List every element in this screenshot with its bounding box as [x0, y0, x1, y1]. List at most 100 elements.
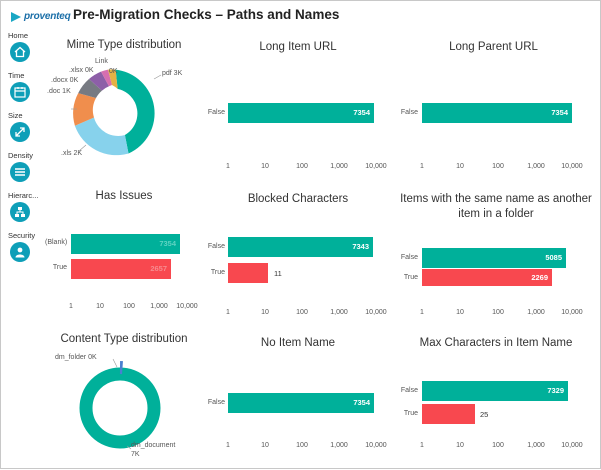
nav-item-label: Size	[8, 111, 44, 120]
bar-value: 2269	[531, 273, 548, 282]
nav-item-security[interactable]: Security	[5, 231, 45, 262]
bar-true[interactable]: 2269	[422, 269, 552, 286]
mime-label-link-value: 0K	[109, 68, 118, 75]
proventeq-logo: proventeq	[11, 8, 71, 24]
mime-label-doc: .doc 1K	[47, 88, 71, 95]
category-label: (Blank)	[45, 239, 67, 246]
x-axis-ticks: 1 10 100 1,000 10,000	[228, 309, 378, 319]
category-label: False	[396, 109, 418, 116]
bar-false[interactable]: 5085	[422, 248, 566, 268]
category-label: True	[396, 410, 418, 417]
x-tick: 100	[296, 309, 308, 316]
x-tick: 1,000	[150, 303, 168, 310]
bar-blank[interactable]: 7354	[71, 234, 180, 254]
nav-item-hierarchy[interactable]: Hierarc...	[5, 191, 45, 222]
x-tick: 10	[261, 442, 269, 449]
chart-title-line1: Items with the same name as another	[396, 193, 596, 205]
bar-false[interactable]: 7329	[422, 381, 568, 401]
x-tick: 10,000	[365, 163, 386, 170]
page-title: Pre-Migration Checks – Paths and Names	[73, 7, 339, 22]
x-tick: 1,000	[330, 442, 348, 449]
content-donut	[49, 331, 199, 466]
nav-item-label: Time	[8, 71, 44, 80]
blocked-characters-chart: Blocked Characters False 7343 True 11 1 …	[203, 187, 393, 327]
category-label: False	[203, 243, 225, 250]
bar-true[interactable]	[228, 263, 268, 283]
category-label: True	[45, 264, 67, 271]
content-label-document: dm_document	[131, 442, 175, 449]
same-name-items-chart: Items with the same name as another item…	[396, 187, 596, 327]
time-icon[interactable]	[10, 82, 30, 102]
bar-true[interactable]	[422, 404, 475, 424]
bar-false[interactable]: 7343	[228, 237, 373, 257]
x-tick: 1,000	[527, 163, 545, 170]
content-label-document-value: 7K	[131, 451, 140, 458]
x-tick: 10,000	[561, 442, 582, 449]
chart-title: Long Item URL	[203, 41, 393, 53]
category-label: False	[203, 109, 225, 116]
x-tick: 1,000	[527, 309, 545, 316]
x-tick: 10	[261, 309, 269, 316]
category-label: False	[396, 387, 418, 394]
x-tick: 1	[226, 163, 230, 170]
chart-title: No Item Name	[203, 337, 393, 349]
size-icon[interactable]	[10, 122, 30, 142]
nav-item-label: Density	[8, 151, 44, 160]
bar-false[interactable]: 7354	[422, 103, 572, 123]
chart-title-line2: item in a folder	[396, 208, 596, 220]
logo-mark-icon	[11, 11, 22, 22]
bar-true[interactable]: 2657	[71, 259, 171, 279]
x-tick: 1	[69, 303, 73, 310]
category-label: False	[203, 399, 225, 406]
x-tick: 1	[420, 442, 424, 449]
has-issues-chart: Has Issues (Blank) 7354 True 2657 1 10 1…	[49, 187, 199, 317]
x-tick: 10,000	[561, 309, 582, 316]
chart-title: Blocked Characters	[203, 193, 393, 205]
mime-donut	[49, 37, 199, 167]
x-tick: 100	[296, 163, 308, 170]
no-item-name-chart: No Item Name False 7354 1 10 100 1,000 1…	[203, 331, 393, 466]
mime-label-xls: .xls 2K	[61, 150, 82, 157]
x-tick: 1	[226, 309, 230, 316]
x-tick: 10,000	[561, 163, 582, 170]
bar-false[interactable]: 7354	[228, 393, 374, 413]
density-icon[interactable]	[10, 162, 30, 182]
bar-value: 7354	[353, 108, 370, 117]
x-tick: 10,000	[365, 442, 386, 449]
nav-item-home[interactable]: Home	[5, 31, 45, 62]
hierarchy-icon[interactable]	[10, 202, 30, 222]
bar-value: 7343	[352, 242, 369, 251]
nav-item-density[interactable]: Density	[5, 151, 45, 182]
x-axis-ticks: 1 10 100 1,000 10,000	[422, 163, 577, 173]
bar-value: 7354	[551, 108, 568, 117]
category-label: True	[203, 269, 225, 276]
logo-text: proventeq	[24, 11, 71, 22]
content-label-folder: dm_folder 0K	[55, 354, 97, 361]
x-tick: 1	[420, 309, 424, 316]
home-icon[interactable]	[10, 42, 30, 62]
x-tick: 100	[492, 163, 504, 170]
x-tick: 1	[226, 442, 230, 449]
nav-item-label: Hierarc...	[8, 191, 44, 200]
nav-item-size[interactable]: Size	[5, 111, 45, 142]
bar-value: 7354	[353, 398, 370, 407]
bar-value: 25	[480, 410, 488, 419]
bar-value: 7354	[159, 239, 176, 248]
nav-item-label: Security	[8, 231, 44, 240]
max-characters-chart: Max Characters in Item Name False 7329 T…	[396, 331, 596, 466]
bar-false[interactable]: 7354	[228, 103, 374, 123]
bar-value: 7329	[547, 386, 564, 395]
x-tick: 100	[492, 442, 504, 449]
x-axis-ticks: 1 10 100 1,000 10,000	[228, 442, 378, 452]
mime-slice-xls	[75, 118, 129, 156]
x-tick: 10	[261, 163, 269, 170]
report-header: proventeq Pre-Migration Checks – Paths a…	[1, 1, 601, 29]
x-tick: 1	[420, 163, 424, 170]
long-parent-url-chart: Long Parent URL False 7354 1 10 100 1,00…	[396, 37, 591, 177]
nav-item-label: Home	[8, 31, 44, 40]
content-type-chart: Content Type distribution dm_folder 0K d…	[49, 331, 199, 466]
security-icon[interactable]	[10, 242, 30, 262]
nav-item-time[interactable]: Time	[5, 71, 45, 102]
x-axis-ticks: 1 10 100 1,000 10,000	[228, 163, 378, 173]
